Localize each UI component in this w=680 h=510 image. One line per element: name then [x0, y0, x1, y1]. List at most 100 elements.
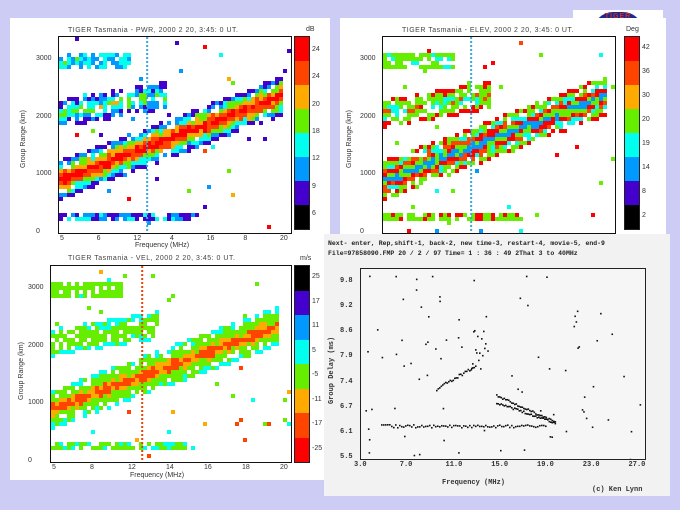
- heatmap-cell: [75, 57, 79, 61]
- heatmap-cell: [83, 410, 87, 414]
- echo-point: [404, 435, 406, 438]
- heatmap-cell: [63, 334, 67, 338]
- heatmap-cell: [535, 101, 539, 105]
- heatmap-cell: [163, 141, 167, 145]
- heatmap-cell: [287, 49, 291, 53]
- heatmap-cell: [83, 121, 87, 125]
- heatmap-cell: [119, 334, 123, 338]
- heatmap-cell: [151, 366, 155, 370]
- heatmap-cell: [139, 165, 143, 169]
- heatmap-cell: [55, 338, 59, 342]
- heatmap-cell: [83, 53, 87, 57]
- heatmap-cell: [495, 133, 499, 137]
- heatmap-cell: [111, 213, 115, 217]
- heatmap-cell: [475, 213, 479, 217]
- heatmap-cell: [211, 121, 215, 125]
- heatmap-cell: [395, 141, 399, 145]
- heatmap-cell: [495, 121, 499, 125]
- echo-point: [497, 403, 500, 405]
- heatmap-cell: [139, 145, 143, 149]
- heatmap-cell: [167, 362, 171, 366]
- heatmap-cell: [151, 370, 155, 374]
- heatmap-cell: [143, 318, 147, 322]
- echo-point: [466, 370, 468, 373]
- heatmap-cell: [451, 93, 455, 97]
- heatmap-cell: [435, 89, 439, 93]
- echo-point: [442, 384, 444, 386]
- echo-point: [427, 425, 429, 428]
- heatmap-cell: [383, 165, 387, 169]
- heatmap-cell: [107, 326, 111, 330]
- heatmap-cell: [147, 89, 151, 93]
- heatmap-cell: [63, 422, 67, 426]
- heatmap-cell: [459, 165, 463, 169]
- echo-point: [499, 396, 501, 398]
- heatmap-cell: [507, 125, 511, 129]
- heatmap-cell: [59, 326, 63, 330]
- heatmap-cell: [63, 338, 67, 342]
- echo-point: [481, 338, 483, 340]
- heatmap-cell: [583, 113, 587, 117]
- echo-point: [503, 405, 506, 407]
- heatmap-cell: [147, 330, 151, 334]
- echo-point: [461, 426, 463, 429]
- heatmap-cell: [115, 342, 119, 346]
- x-tick-label: 5: [52, 464, 56, 471]
- heatmap-cell: [107, 101, 111, 105]
- heatmap-cell: [439, 93, 443, 97]
- colorbar-segment: [625, 157, 639, 181]
- heatmap-cell: [191, 145, 195, 149]
- heatmap-cell: [123, 366, 127, 370]
- heatmap-cell: [483, 149, 487, 153]
- heatmap-cell: [167, 370, 171, 374]
- heatmap-cell: [87, 326, 91, 330]
- heatmap-cell: [107, 386, 111, 390]
- heatmap-cell: [71, 101, 75, 105]
- echo-point: [410, 362, 412, 365]
- plot-area: [382, 36, 616, 234]
- heatmap-cell: [259, 97, 263, 101]
- heatmap-cell: [443, 93, 447, 97]
- heatmap-cell: [147, 362, 151, 366]
- heatmap-cell: [251, 322, 255, 326]
- heatmap-cell: [67, 217, 71, 221]
- heatmap-cell: [427, 117, 431, 121]
- heatmap-cell: [79, 394, 83, 398]
- heatmap-cell: [579, 85, 583, 89]
- heatmap-cell: [139, 89, 143, 93]
- heatmap-cell: [127, 394, 131, 398]
- heatmap-cell: [247, 113, 251, 117]
- heatmap-cell: [155, 125, 159, 129]
- heatmap-cell: [395, 113, 399, 117]
- heatmap-cell: [67, 386, 71, 390]
- heatmap-cell: [195, 362, 199, 366]
- heatmap-cell: [103, 402, 107, 406]
- heatmap-cell: [59, 350, 63, 354]
- heatmap-cell: [267, 346, 271, 350]
- heatmap-cell: [171, 141, 175, 145]
- heatmap-cell: [83, 386, 87, 390]
- heatmap-cell: [419, 101, 423, 105]
- heatmap-cell: [395, 105, 399, 109]
- echo-point: [445, 339, 448, 341]
- heatmap-cell: [587, 105, 591, 109]
- echo-point: [437, 388, 440, 390]
- heatmap-cell: [187, 129, 191, 133]
- heatmap-cell: [59, 406, 63, 410]
- heatmap-cell: [459, 213, 463, 217]
- heatmap-cell: [583, 109, 587, 113]
- heatmap-cell: [487, 153, 491, 157]
- heatmap-cell: [275, 342, 279, 346]
- heatmap-cell: [195, 117, 199, 121]
- heatmap-cell: [107, 117, 111, 121]
- heatmap-cell: [171, 374, 175, 378]
- heatmap-cell: [187, 121, 191, 125]
- heatmap-cell: [435, 157, 439, 161]
- heatmap-cell: [79, 173, 83, 177]
- heatmap-cell: [159, 374, 163, 378]
- heatmap-cell: [227, 362, 231, 366]
- heatmap-cell: [567, 113, 571, 117]
- heatmap-cell: [159, 89, 163, 93]
- echo-point: [578, 346, 581, 348]
- heatmap-cell: [195, 145, 199, 149]
